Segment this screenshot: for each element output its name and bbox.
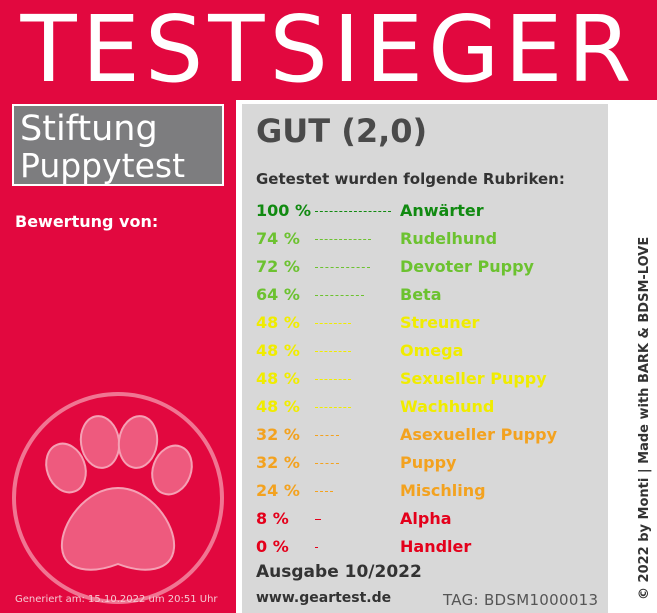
result-score-line: [315, 435, 339, 436]
result-percent: 48 %: [256, 341, 300, 360]
result-score-line: [315, 463, 339, 464]
result-row: 48 % Sexueller Puppy: [0, 367, 608, 391]
copyright-text: © 2022 by Monti | Made with BARK & BDSM-…: [637, 236, 652, 600]
result-category: Omega: [400, 341, 464, 360]
result-row: 48 % Streuner: [0, 311, 608, 335]
result-row: 48 % Omega: [0, 339, 608, 363]
result-category: Alpha: [400, 509, 452, 528]
brand-logo: Stiftung Puppytest: [12, 104, 224, 186]
result-percent: 8 %: [256, 509, 289, 528]
result-row: 72 % Devoter Puppy: [0, 255, 608, 279]
result-score-line: [315, 351, 351, 352]
result-percent: 64 %: [256, 285, 300, 304]
result-category: Wachhund: [400, 397, 495, 416]
result-category: Streuner: [400, 313, 480, 332]
result-score-line: [315, 239, 371, 240]
result-percent: 24 %: [256, 481, 300, 500]
paw-print-icon: [12, 392, 224, 604]
brand-name-line1: Stiftung: [20, 109, 158, 149]
result-row: 100 % Anwärter: [0, 199, 608, 223]
result-percent: 0 %: [256, 537, 289, 556]
categories-subtitle: Getestet wurden folgende Rubriken:: [256, 170, 565, 188]
result-row: 32 % Asexueller Puppy: [0, 423, 608, 447]
page-title: TESTSIEGER: [20, 0, 637, 103]
result-score-line: [315, 323, 351, 324]
result-score-line: [315, 491, 333, 492]
rating-label: Bewertung von:: [15, 212, 159, 231]
tag-label: TAG: BDSM1000013: [443, 591, 599, 609]
result-score-line: [315, 267, 370, 268]
result-category: Sexueller Puppy: [400, 369, 547, 388]
result-category: Anwärter: [400, 201, 484, 220]
result-card: [242, 104, 608, 613]
result-percent: 100 %: [256, 201, 311, 220]
result-row: 48 % Wachhund: [0, 395, 608, 419]
brand-name-line2: Puppytest: [20, 146, 186, 185]
result-category: Rudelhund: [400, 229, 498, 248]
result-category: Puppy: [400, 453, 457, 472]
result-percent: 74 %: [256, 229, 300, 248]
header-banner: TESTSIEGER: [0, 0, 657, 100]
result-category: Beta: [400, 285, 442, 304]
result-percent: 32 %: [256, 425, 300, 444]
result-score-line: [315, 547, 318, 548]
result-percent: 48 %: [256, 397, 300, 416]
result-score-line: [315, 407, 351, 408]
result-score-line: [315, 379, 351, 380]
issue-label: Ausgabe 10/2022: [256, 562, 422, 582]
result-category: Devoter Puppy: [400, 257, 534, 276]
result-percent: 72 %: [256, 257, 300, 276]
result-row: 32 % Puppy: [0, 451, 608, 475]
result-category: Asexueller Puppy: [400, 425, 558, 444]
result-score-line: [315, 211, 391, 212]
result-score-line: [315, 295, 364, 296]
result-row: 24 % Mischling: [0, 479, 608, 503]
result-category: Handler: [400, 537, 472, 556]
generated-timestamp: Generiert am: 15.10.2022 um 20:51 Uhr: [15, 594, 218, 605]
result-category: Mischling: [400, 481, 486, 500]
result-row: 74 % Rudelhund: [0, 227, 608, 251]
result-row: 8 % Alpha: [0, 507, 608, 531]
grade-heading: GUT (2,0): [256, 112, 428, 150]
website-link[interactable]: www.geartest.de: [256, 590, 392, 606]
result-score-line: [315, 519, 321, 520]
result-percent: 32 %: [256, 453, 300, 472]
result-percent: 48 %: [256, 369, 300, 388]
result-row: 0 % Handler: [0, 535, 608, 559]
result-row: 64 % Beta: [0, 283, 608, 307]
result-percent: 48 %: [256, 313, 300, 332]
